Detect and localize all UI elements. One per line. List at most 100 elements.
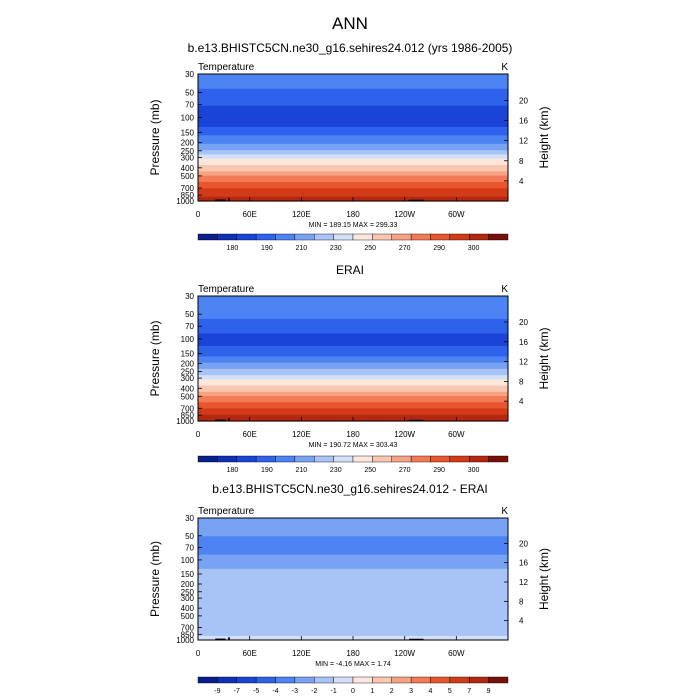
contour-band bbox=[198, 526, 508, 529]
height-tick-label: 16 bbox=[519, 338, 528, 347]
colorbar-swatch bbox=[333, 455, 354, 463]
y-tick-label: 30 bbox=[185, 70, 194, 79]
contour-band bbox=[198, 591, 508, 594]
contour-band bbox=[198, 402, 508, 405]
colorbar-swatch bbox=[410, 676, 431, 684]
contour-band bbox=[198, 393, 508, 397]
y-tick-label: 100 bbox=[181, 335, 195, 344]
contour-band bbox=[198, 558, 508, 562]
contour-band bbox=[198, 532, 508, 535]
contour-band bbox=[198, 162, 508, 166]
contour-band bbox=[198, 615, 508, 619]
colorbar-label: 230 bbox=[330, 467, 342, 474]
contour-band bbox=[198, 137, 508, 141]
colorbar-swatch bbox=[236, 455, 257, 463]
contour-band bbox=[198, 152, 508, 156]
contour-band bbox=[198, 570, 508, 574]
colorbar-label: 180 bbox=[227, 467, 239, 474]
contour-band bbox=[198, 572, 508, 576]
contour-field bbox=[198, 518, 508, 641]
contour-band bbox=[198, 406, 508, 410]
y-tick-label: 100 bbox=[181, 556, 195, 565]
contour-band bbox=[198, 389, 508, 393]
y-tick-label: 500 bbox=[181, 612, 195, 621]
y-tick-label: 500 bbox=[181, 392, 195, 401]
colorbar-label: 0 bbox=[351, 688, 355, 695]
contour-band bbox=[198, 398, 508, 401]
x-tick-label: 180 bbox=[346, 430, 360, 439]
contour-band bbox=[198, 177, 508, 181]
height-tick-label: 4 bbox=[519, 177, 524, 186]
contour-band bbox=[198, 101, 508, 105]
contour-band bbox=[198, 167, 508, 170]
x-tick-label: 60W bbox=[448, 210, 465, 219]
y-axis-right-label: Height (km) bbox=[537, 106, 551, 168]
contour-band bbox=[198, 74, 508, 77]
contour-band bbox=[198, 368, 508, 372]
x-tick-label: 0 bbox=[196, 649, 201, 658]
contour-band bbox=[198, 329, 508, 333]
colorbar-label: 190 bbox=[261, 245, 273, 252]
contour-band bbox=[198, 116, 508, 120]
colorbar-swatch bbox=[488, 233, 509, 241]
contour-band bbox=[198, 560, 508, 564]
y-tick-label: 250 bbox=[181, 368, 195, 377]
units-label: K bbox=[501, 284, 508, 295]
contour-band bbox=[198, 627, 508, 631]
stats-label: MIN = 189.15 MAX = 299.33 bbox=[309, 222, 398, 229]
y-axis-height: 4 8 12 16 20 bbox=[504, 539, 528, 626]
height-tick-label: 4 bbox=[519, 397, 524, 406]
y-tick-label: 200 bbox=[181, 360, 195, 369]
colorbar-swatch bbox=[294, 676, 315, 684]
stats-label: MIN = 190.72 MAX = 303.43 bbox=[309, 442, 398, 449]
x-tick-label: 120W bbox=[394, 430, 415, 439]
y-tick-label: 50 bbox=[185, 310, 194, 319]
y-tick-label: 70 bbox=[185, 543, 194, 552]
contour-band bbox=[198, 410, 508, 414]
colorbar-swatch bbox=[217, 233, 237, 241]
colorbar-label: 9 bbox=[487, 688, 491, 695]
colorbar-label: 2 bbox=[390, 688, 394, 695]
contour-band bbox=[198, 316, 508, 320]
contour-band bbox=[198, 148, 508, 151]
y-tick-label: 250 bbox=[181, 588, 195, 597]
contour-band bbox=[198, 593, 508, 596]
contour-band bbox=[198, 175, 508, 179]
contour-band bbox=[198, 548, 508, 552]
colorbar-swatch bbox=[294, 455, 315, 463]
height-tick-label: 4 bbox=[519, 617, 524, 626]
colorbar-swatch bbox=[391, 233, 412, 241]
contour-band bbox=[198, 165, 508, 168]
y-tick-label: 300 bbox=[181, 153, 195, 162]
y-axis-label: Pressure (mb) bbox=[148, 320, 162, 396]
contour-band bbox=[198, 396, 508, 399]
contour-band bbox=[198, 341, 508, 345]
colorbar-label: -9 bbox=[214, 688, 220, 695]
colorbar-swatch bbox=[430, 233, 451, 241]
colorbar-swatch bbox=[255, 233, 276, 241]
contour-band bbox=[198, 333, 508, 337]
x-tick-label: 180 bbox=[346, 210, 360, 219]
units-label: K bbox=[501, 506, 508, 517]
contour-band bbox=[198, 325, 508, 328]
colorbar-label: -4 bbox=[272, 688, 278, 695]
y-tick-label: 850 bbox=[181, 191, 195, 200]
colorbar-swatch bbox=[255, 455, 276, 463]
contour-band bbox=[198, 520, 508, 523]
colorbar-swatch bbox=[469, 676, 489, 684]
contour-band bbox=[198, 595, 508, 598]
contour-band bbox=[198, 358, 508, 362]
height-tick-label: 8 bbox=[519, 597, 524, 606]
y-tick-label: 1000 bbox=[176, 197, 194, 206]
contour-band bbox=[198, 306, 508, 310]
y-axis-height: 4 8 12 16 20 bbox=[504, 96, 528, 186]
contour-band bbox=[198, 404, 508, 408]
contour-band bbox=[198, 387, 508, 391]
contour-band bbox=[198, 552, 508, 556]
colorbar-swatch bbox=[197, 676, 218, 684]
contour-band bbox=[198, 536, 508, 539]
contour-band bbox=[198, 385, 508, 389]
contour-band bbox=[198, 391, 508, 395]
x-tick-label: 60E bbox=[243, 430, 257, 439]
